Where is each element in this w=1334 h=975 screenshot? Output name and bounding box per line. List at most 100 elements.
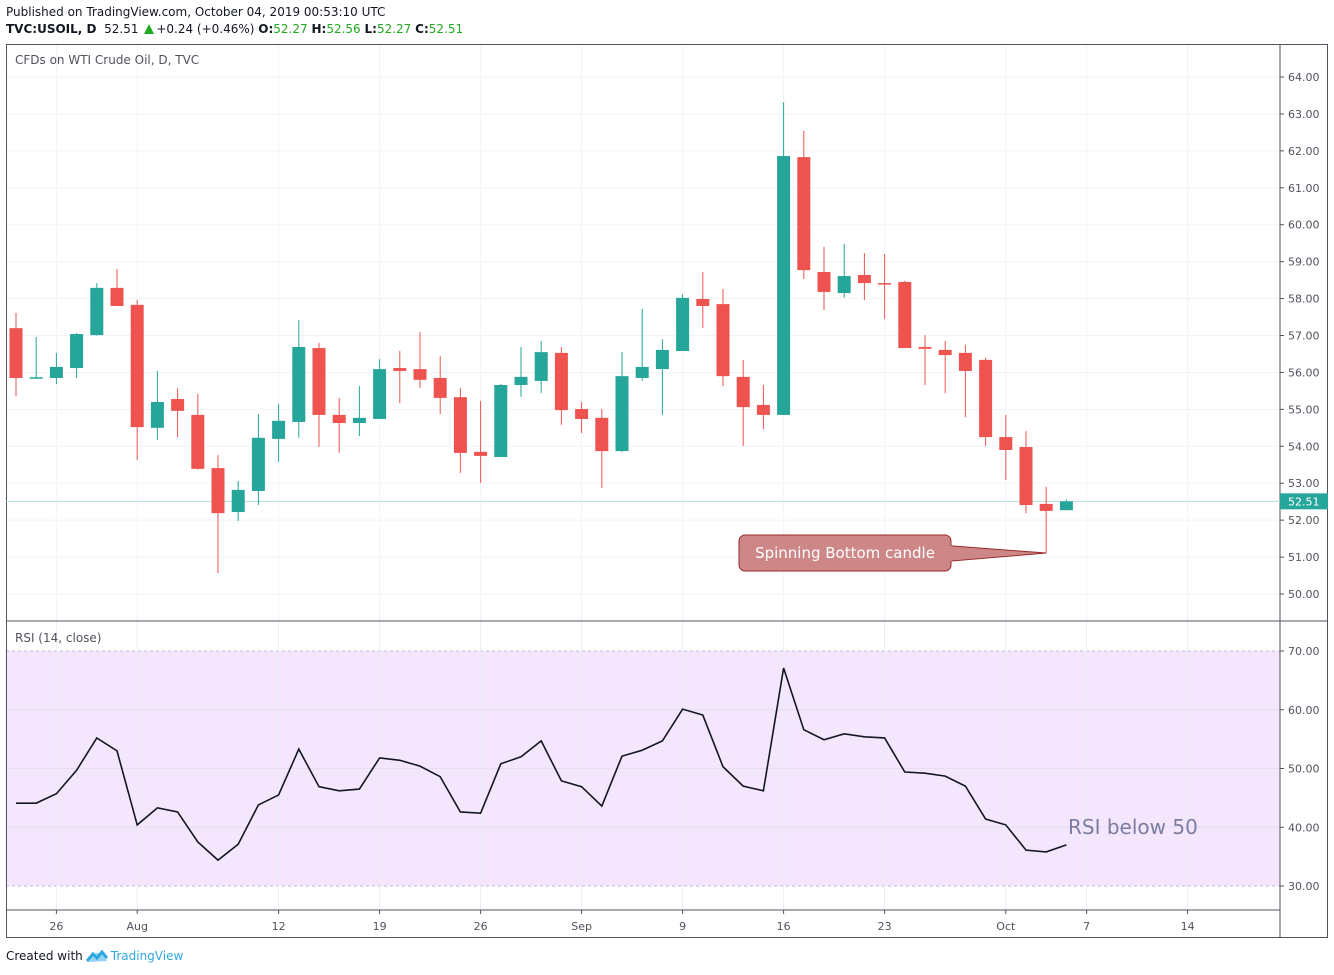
candle <box>332 397 346 453</box>
x-tick-label: 14 <box>1181 920 1195 933</box>
x-tick-label: Aug <box>126 920 147 933</box>
candle <box>635 308 649 381</box>
candle-body <box>514 376 528 385</box>
candle <box>110 269 124 306</box>
x-tick-label: Sep <box>571 920 592 933</box>
candle-body <box>211 468 225 514</box>
candle <box>433 356 447 415</box>
rsi-y-tick-label: 30.00 <box>1288 880 1320 893</box>
up-triangle-icon <box>144 24 155 34</box>
candle <box>595 409 609 489</box>
candle-body <box>857 274 871 284</box>
candle-body <box>332 414 346 424</box>
candle <box>453 387 467 473</box>
x-tick-label: 23 <box>878 920 892 933</box>
candle <box>1019 431 1033 514</box>
tradingview-link[interactable]: TradingView <box>110 949 184 963</box>
candle-body <box>150 401 164 428</box>
high-value: 52.56 <box>326 22 361 36</box>
candle <box>999 414 1013 480</box>
candle <box>49 352 63 384</box>
candle <box>494 383 508 458</box>
candle-body <box>413 369 427 380</box>
callout-text: Spinning Bottom candle <box>755 544 935 562</box>
low-label: L: <box>364 22 377 36</box>
candle <box>655 339 669 415</box>
candle <box>615 352 629 452</box>
main-pane-title: CFDs on WTI Crude Oil, D, TVC <box>15 53 199 67</box>
callout-join <box>938 546 952 561</box>
candle-body <box>817 271 831 292</box>
candle-body <box>171 399 185 411</box>
candle-body <box>49 366 63 378</box>
high-label: H: <box>311 22 327 36</box>
y-tick-label: 51.00 <box>1288 551 1320 564</box>
candle <box>292 319 306 438</box>
candle-body <box>373 369 387 419</box>
candle-body <box>575 409 589 419</box>
y-tick-label: 57.00 <box>1288 330 1320 343</box>
y-tick-label: 61.00 <box>1288 182 1320 195</box>
candle-body <box>1039 503 1053 511</box>
candle <box>312 342 326 448</box>
candle-body <box>837 276 851 294</box>
candle-body <box>90 287 104 336</box>
chart-frame <box>6 44 1328 938</box>
y-tick-label: 60.00 <box>1288 219 1320 232</box>
candle <box>393 351 407 404</box>
candle-body <box>615 376 629 452</box>
candle <box>272 403 286 462</box>
x-tick-label: 16 <box>777 920 791 933</box>
candle-body <box>433 377 447 398</box>
y-tick-label: 64.00 <box>1288 71 1320 84</box>
candle <box>898 280 912 349</box>
candle <box>413 331 427 388</box>
callout-pointer <box>939 544 1047 563</box>
candle <box>554 346 568 425</box>
created-with-label: Created with <box>6 949 83 963</box>
candle <box>352 386 366 436</box>
candle <box>575 401 589 434</box>
candle-body <box>1019 447 1033 506</box>
candle-body <box>918 346 932 349</box>
y-tick-label: 56.00 <box>1288 366 1320 379</box>
candle <box>534 341 548 394</box>
candle-body <box>231 489 245 513</box>
candle <box>938 341 952 394</box>
candle-body <box>635 366 649 378</box>
candle-body <box>595 417 609 452</box>
candle-body <box>272 420 286 439</box>
candle-body <box>958 352 972 371</box>
last-price-label: 52.51 <box>1288 495 1320 508</box>
candle <box>373 359 387 419</box>
candle <box>1059 499 1073 511</box>
candle-body <box>393 368 407 371</box>
y-tick-label: 52.00 <box>1288 514 1320 527</box>
close-value: 52.51 <box>428 22 464 36</box>
candle-body <box>191 414 205 469</box>
low-value: 52.27 <box>376 22 412 36</box>
candle <box>797 130 811 280</box>
candle-body <box>312 348 326 415</box>
candle <box>857 253 871 301</box>
rsi-y-tick-label: 40.00 <box>1288 821 1320 834</box>
candle-body <box>716 304 730 377</box>
candle <box>29 336 43 379</box>
y-tick-label: 63.00 <box>1288 108 1320 121</box>
candle <box>1039 486 1053 554</box>
candle-body <box>534 352 548 381</box>
candle <box>9 312 23 397</box>
candle-body <box>474 451 488 456</box>
candle-body <box>554 352 568 411</box>
candle <box>696 271 710 329</box>
rsi-y-tick-label: 50.00 <box>1288 763 1320 776</box>
rsi-y-tick-label: 70.00 <box>1288 645 1320 658</box>
candle <box>130 300 144 460</box>
candle-body <box>352 417 366 424</box>
close-label: C: <box>415 22 429 36</box>
open-label: O: <box>258 22 274 36</box>
x-tick-label: 7 <box>1083 920 1090 933</box>
x-tick-label: 12 <box>272 920 286 933</box>
x-tick-label: 26 <box>474 920 488 933</box>
